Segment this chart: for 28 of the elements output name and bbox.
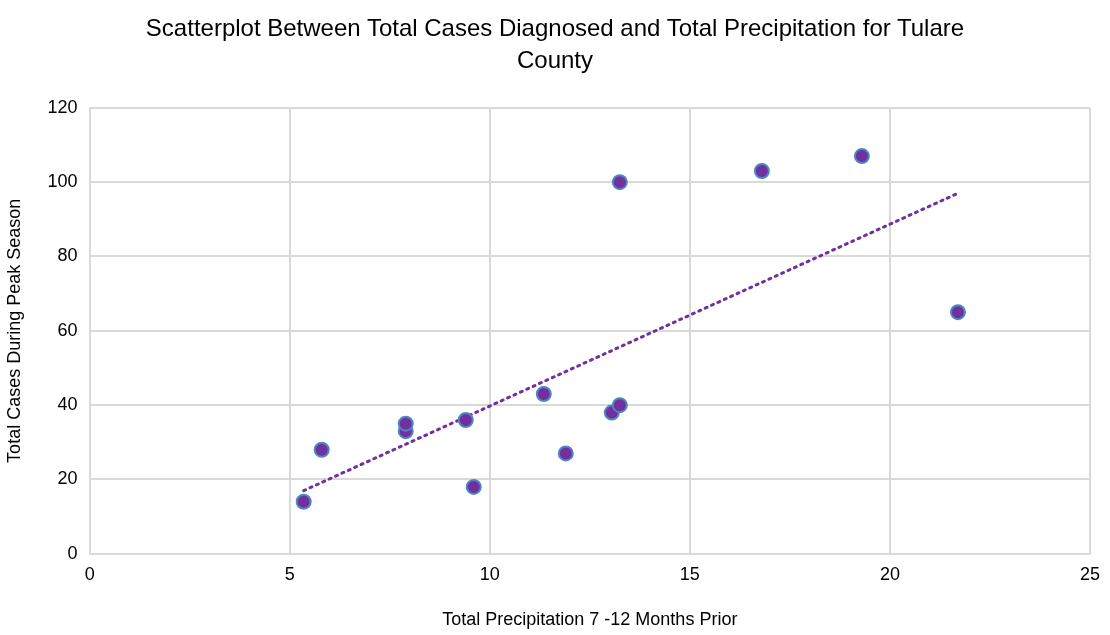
y-tick-label: 60	[57, 319, 78, 340]
point	[557, 445, 574, 462]
x-tick-label: 15	[679, 563, 700, 584]
y-tick-label: 80	[57, 245, 78, 266]
x-tick-label: 20	[879, 563, 900, 584]
x-tick-label: 25	[1079, 563, 1100, 584]
x-tick-label: 10	[479, 563, 500, 584]
point	[295, 493, 312, 510]
x-tick-label: 5	[284, 563, 295, 584]
x-axis-title: Total Precipitation 7 -12 Months Prior	[442, 609, 738, 630]
point	[611, 174, 628, 191]
point	[753, 162, 770, 179]
point	[949, 304, 966, 321]
point	[313, 441, 330, 458]
y-tick-label: 100	[47, 171, 78, 192]
point	[853, 148, 870, 165]
point	[397, 415, 414, 432]
point	[457, 412, 474, 428]
y-tick-label: 0	[67, 542, 78, 563]
y-tick-label: 40	[57, 394, 78, 415]
chart-title: Scatterplot Between Total Cases Diagnosed and Total Precipitation for Tulare County	[144, 13, 966, 75]
y-axis-title: Total Cases During Peak Season	[3, 198, 24, 463]
x-tick-label: 0	[84, 563, 95, 584]
y-tick-label: 20	[57, 468, 78, 489]
y-tick-label: 120	[47, 96, 78, 117]
point	[535, 385, 552, 402]
point	[611, 397, 628, 414]
point	[465, 478, 482, 495]
